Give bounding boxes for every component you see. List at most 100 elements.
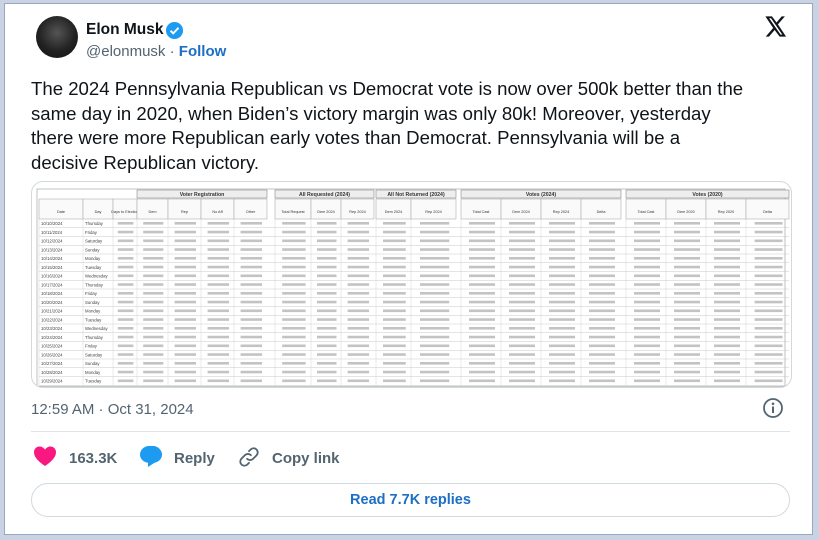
timestamp[interactable]: 12:59 AM · Oct 31, 2024 bbox=[31, 401, 194, 418]
column-header-cell bbox=[500, 198, 542, 220]
blurred-cell bbox=[117, 257, 134, 260]
blurred-cell bbox=[117, 327, 134, 330]
blurred-cell bbox=[714, 222, 740, 225]
group-header: Votes (2024) bbox=[526, 192, 556, 198]
blurred-cell bbox=[117, 370, 134, 374]
blurred-cell bbox=[174, 344, 197, 348]
author-handle-row: @elonmusk · Follow bbox=[86, 43, 226, 60]
blurred-cell bbox=[207, 292, 230, 295]
blurred-cell bbox=[347, 379, 370, 383]
blurred-cell bbox=[674, 239, 700, 243]
blurred-cell bbox=[383, 222, 406, 225]
blurred-cell bbox=[240, 300, 263, 304]
blurred-cell bbox=[420, 309, 450, 313]
blurred-cell bbox=[509, 230, 535, 234]
column-header: Delta bbox=[763, 210, 773, 214]
cell-text: 10/11/2024 bbox=[41, 230, 63, 235]
blurred-cell bbox=[282, 370, 306, 374]
blurred-cell bbox=[207, 370, 230, 374]
blurred-cell bbox=[754, 344, 783, 348]
blurred-cell bbox=[282, 344, 306, 348]
column-header-cell bbox=[82, 198, 114, 220]
blurred-cell bbox=[634, 300, 660, 304]
blurred-cell bbox=[117, 344, 134, 348]
blurred-cell bbox=[549, 274, 575, 278]
blurred-cell bbox=[469, 222, 495, 225]
blurred-cell bbox=[117, 300, 134, 304]
like-count[interactable]: 163.3K bbox=[69, 450, 118, 467]
blurred-cell bbox=[282, 292, 306, 295]
link-icon[interactable] bbox=[237, 446, 261, 468]
column-header-cell bbox=[340, 198, 375, 220]
blurred-cell bbox=[549, 222, 575, 225]
blurred-cell bbox=[207, 353, 230, 356]
reply-icon[interactable] bbox=[139, 445, 163, 468]
cell-text: 10/25/2024 bbox=[41, 344, 63, 349]
blurred-cell bbox=[383, 327, 406, 330]
follow-link[interactable]: Follow bbox=[178, 43, 227, 60]
blurred-cell bbox=[207, 257, 230, 260]
blurred-cell bbox=[174, 300, 197, 304]
cell-text: 10/14/2024 bbox=[41, 256, 63, 261]
blurred-cell bbox=[117, 309, 134, 313]
info-icon[interactable] bbox=[762, 397, 784, 419]
column-header: Total Request bbox=[281, 210, 305, 214]
blurred-cell bbox=[347, 274, 370, 278]
blurred-cell bbox=[420, 379, 450, 383]
blurred-cell bbox=[143, 327, 164, 330]
blurred-cell bbox=[714, 379, 740, 383]
blurred-cell bbox=[754, 274, 783, 278]
column-header-cell bbox=[460, 198, 502, 220]
blurred-cell bbox=[117, 248, 134, 251]
blurred-cell bbox=[117, 230, 134, 234]
blurred-cell bbox=[143, 300, 164, 304]
blurred-cell bbox=[754, 292, 783, 295]
reply-button[interactable]: Reply bbox=[174, 450, 215, 467]
blurred-cell bbox=[143, 265, 164, 269]
cell-text: Sunday bbox=[85, 361, 100, 366]
blurred-cell bbox=[207, 344, 230, 348]
blurred-cell bbox=[174, 230, 197, 234]
blurred-cell bbox=[754, 335, 783, 339]
like-icon[interactable] bbox=[33, 445, 57, 467]
column-header: Rep 2024 bbox=[425, 210, 441, 214]
blurred-cell bbox=[420, 335, 450, 339]
blurred-cell bbox=[674, 309, 700, 313]
author-name[interactable]: Elon Musk bbox=[86, 21, 164, 38]
blurred-cell bbox=[347, 344, 370, 348]
cell-text: Monday bbox=[85, 370, 101, 375]
blurred-cell bbox=[240, 327, 263, 330]
blurred-cell bbox=[240, 335, 263, 339]
blurred-cell bbox=[207, 309, 230, 313]
cell-text: Thursday bbox=[85, 282, 104, 287]
read-replies-button[interactable]: Read 7.7K replies bbox=[31, 483, 790, 517]
group-header-cell bbox=[375, 189, 457, 199]
cell-text: Tuesday bbox=[85, 317, 102, 322]
cell-text: 10/22/2024 bbox=[41, 317, 63, 322]
blurred-cell bbox=[634, 327, 660, 330]
blurred-cell bbox=[317, 248, 337, 251]
copy-link-button[interactable]: Copy link bbox=[272, 450, 340, 467]
blurred-cell bbox=[509, 370, 535, 374]
blurred-cell bbox=[317, 379, 337, 383]
blurred-cell bbox=[143, 309, 164, 313]
cell-text: Wednesday bbox=[85, 326, 108, 331]
table-image: Voter Registration All Requested (2024) Al… bbox=[36, 188, 790, 387]
blurred-cell bbox=[714, 335, 740, 339]
blurred-cell bbox=[549, 370, 575, 374]
column-header: Rep bbox=[181, 210, 188, 214]
cell-text: Sunday bbox=[85, 247, 100, 252]
blurred-cell bbox=[174, 239, 197, 243]
blurred-cell bbox=[282, 283, 306, 286]
tweet-text: The 2024 Pennsylvania Republican vs Demo… bbox=[31, 78, 744, 99]
column-header-cell bbox=[665, 198, 707, 220]
cell-text: Thursday bbox=[85, 335, 104, 340]
blurred-cell bbox=[282, 274, 306, 278]
avatar[interactable] bbox=[36, 16, 78, 58]
blurred-cell bbox=[240, 265, 263, 269]
author-handle[interactable]: @elonmusk bbox=[86, 43, 166, 60]
x-logo[interactable] bbox=[765, 16, 787, 37]
blurred-cell bbox=[674, 379, 700, 383]
tweet-image[interactable]: Voter Registration All Requested (2024) Al… bbox=[31, 181, 792, 388]
blurred-cell bbox=[549, 353, 575, 356]
